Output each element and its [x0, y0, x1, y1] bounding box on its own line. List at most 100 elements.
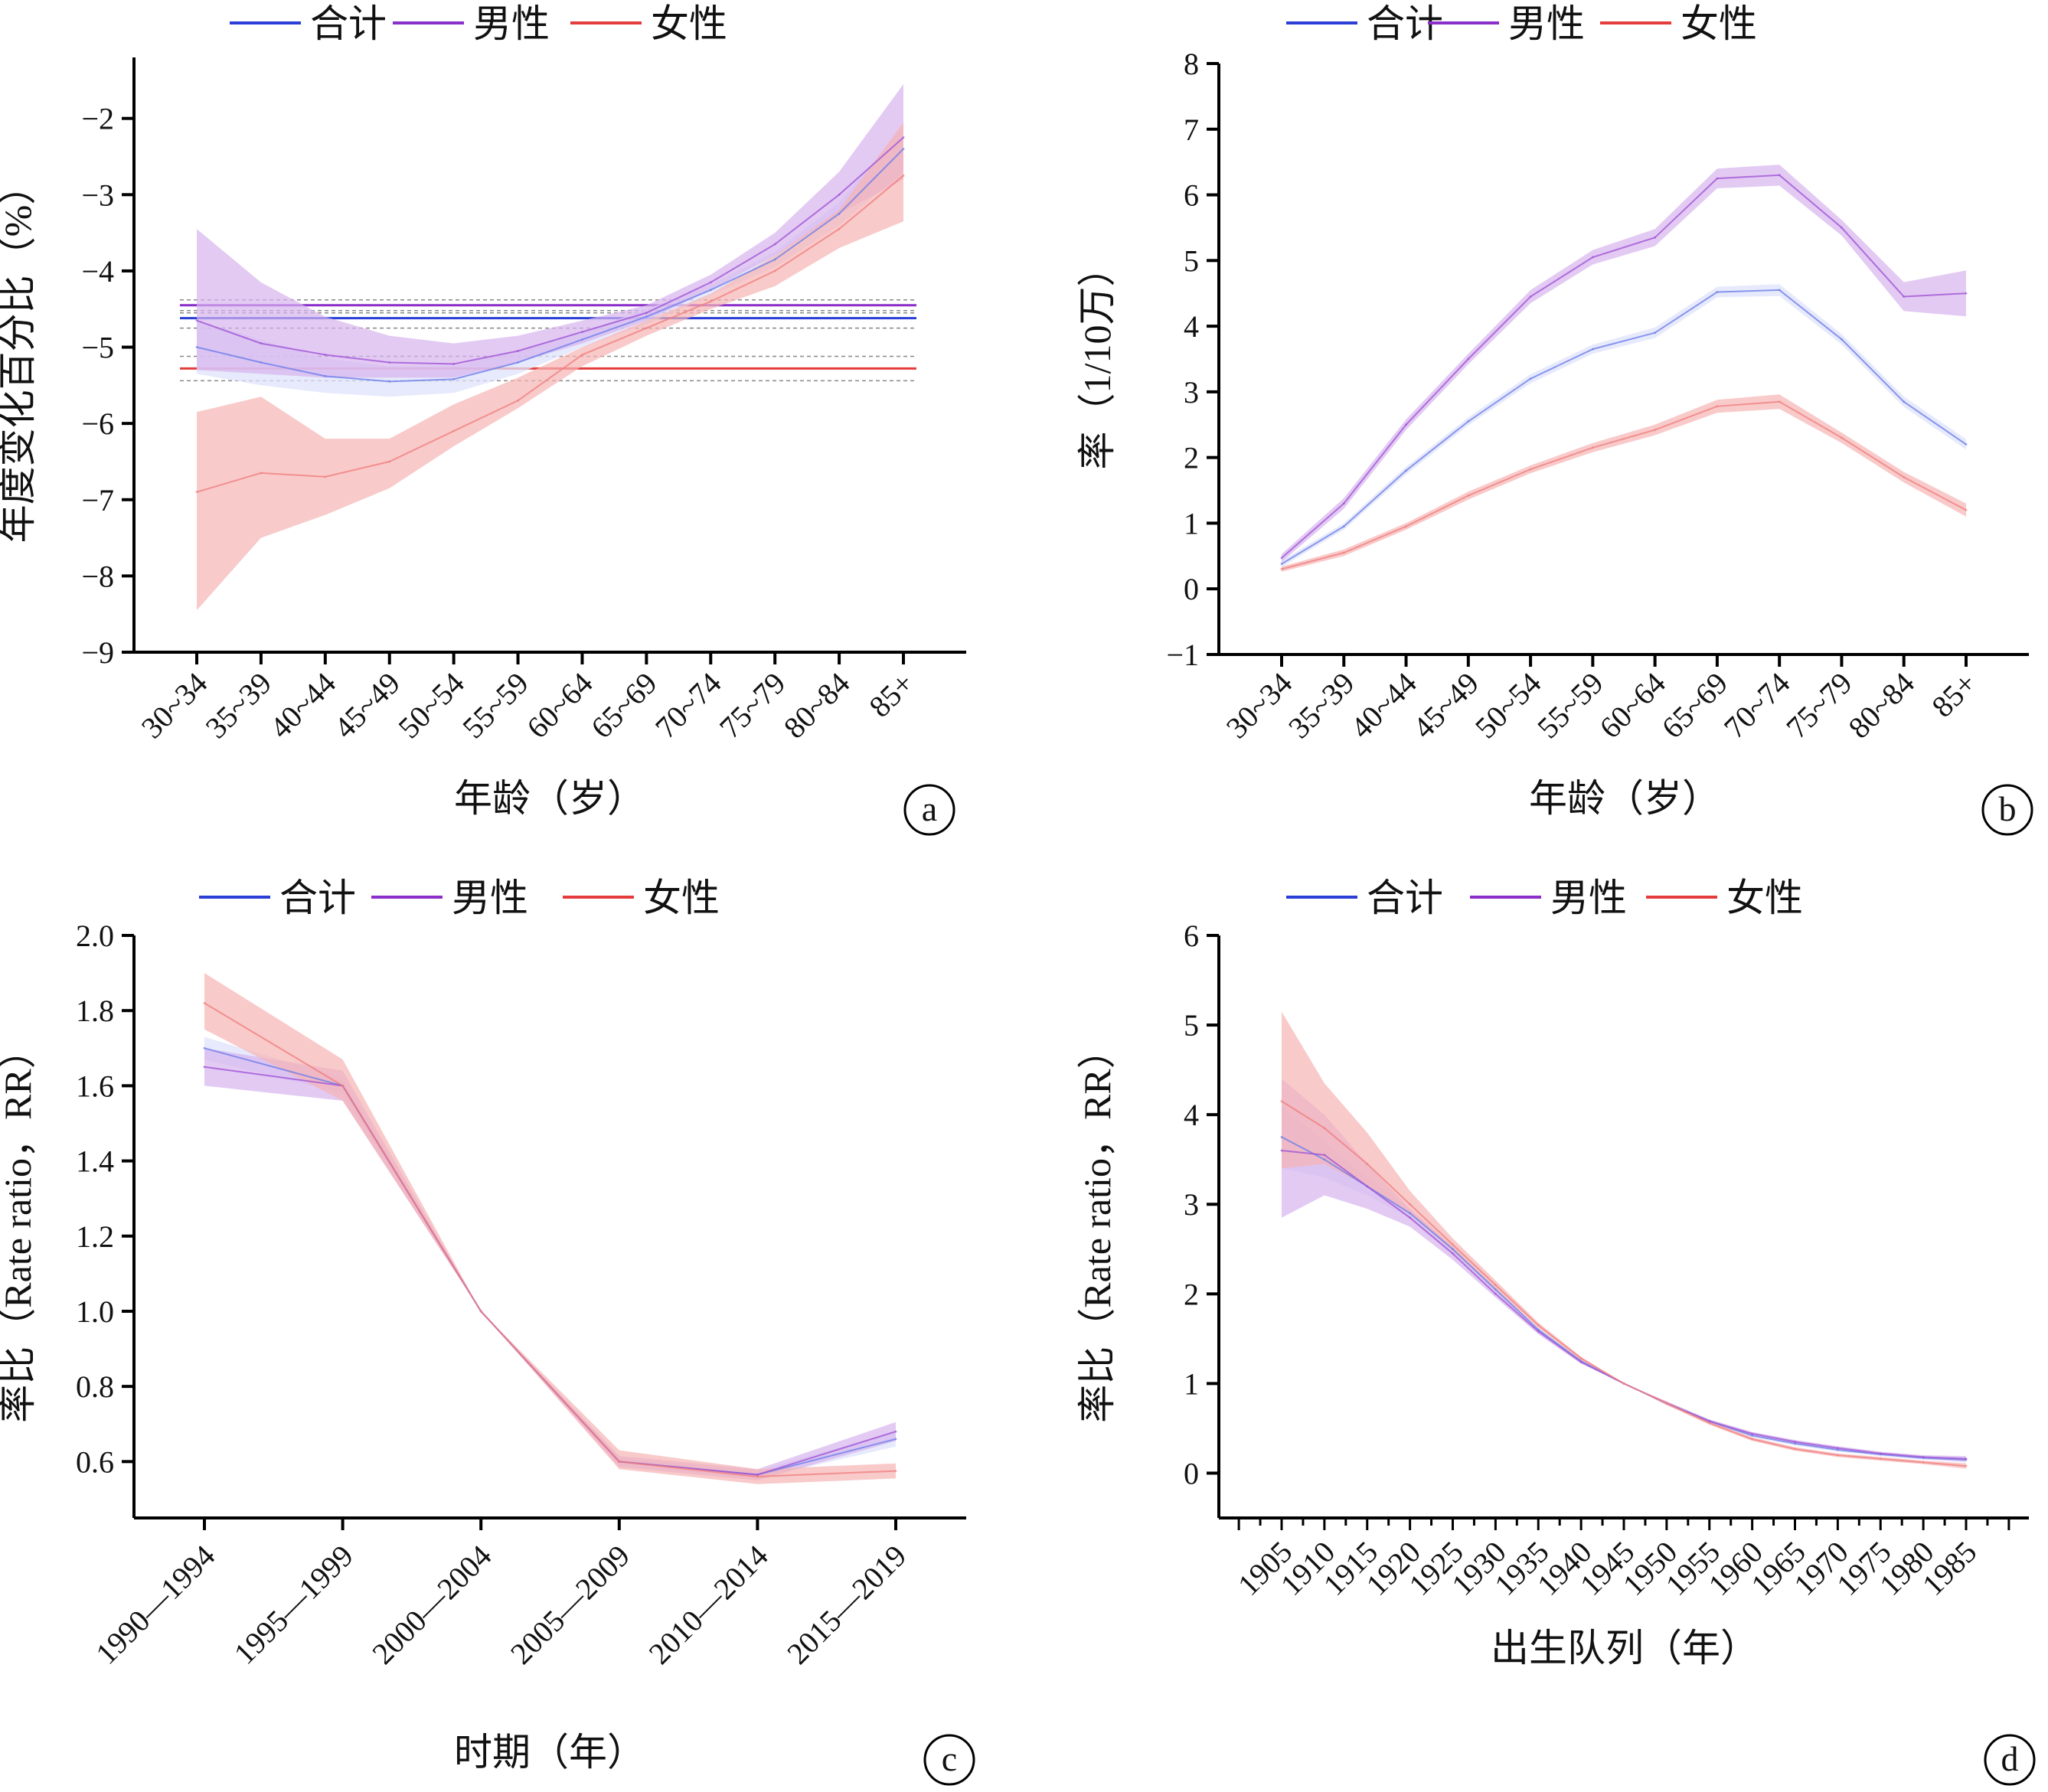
- legend-label-total: 合计: [1367, 876, 1443, 919]
- series-line-total: [196, 148, 904, 383]
- y-tick-label: 1: [1184, 506, 1199, 540]
- panel-badge: [923, 1734, 975, 1786]
- x-tick-label: 2000—2004: [365, 1539, 498, 1671]
- data-point-male: [452, 362, 456, 365]
- data-point-male: [580, 331, 583, 334]
- data-point-female: [1794, 1448, 1796, 1451]
- y-tick-label: 1.8: [76, 994, 114, 1028]
- data-point-female: [452, 429, 456, 432]
- panel-badge-label: d: [2001, 1739, 2019, 1778]
- data-point-total: [645, 315, 648, 318]
- data-point-male: [517, 350, 520, 353]
- data-point-total: [452, 377, 456, 380]
- y-tick-label: 5: [1184, 243, 1199, 278]
- data-point-total: [1494, 1288, 1497, 1291]
- data-point-male: [195, 319, 198, 322]
- data-point-total: [195, 346, 198, 349]
- x-tick-label: 2005—2009: [504, 1539, 636, 1671]
- x-tick-label: 30~34: [1220, 666, 1299, 746]
- y-tick-label: 7: [1184, 113, 1199, 147]
- legend-label-male: 男性: [452, 876, 528, 919]
- x-tick-label: 50~54: [1468, 666, 1548, 746]
- ci-band-male: [1282, 165, 1966, 563]
- data-point-total: [1529, 377, 1532, 380]
- data-point-total: [1836, 1448, 1839, 1451]
- data-point-male: [260, 342, 263, 345]
- data-point-female: [1903, 475, 1906, 478]
- y-tick-label: 1.4: [76, 1144, 114, 1179]
- data-point-male: [709, 281, 712, 284]
- data-point-total: [1405, 469, 1408, 472]
- data-point-female: [1467, 494, 1470, 497]
- data-point-female: [645, 327, 648, 330]
- y-axis-title: 率比（Rate ratio，RR）: [0, 1030, 39, 1422]
- data-point-total: [1778, 289, 1781, 292]
- y-tick-label: −8: [81, 559, 114, 593]
- x-tick-label: 45~49: [327, 666, 407, 746]
- data-point-female: [1751, 1438, 1754, 1441]
- y-tick-label: 2.0: [76, 919, 114, 953]
- data-point-total: [709, 289, 712, 292]
- panel-badge: [1981, 784, 2033, 836]
- y-tick-label: 6: [1184, 178, 1199, 213]
- data-point-male: [1494, 1292, 1497, 1295]
- data-point-female: [1366, 1163, 1369, 1166]
- data-point-total: [1280, 563, 1283, 566]
- legend-label-total: 合计: [279, 876, 356, 919]
- data-point-female: [1591, 446, 1594, 449]
- data-point-female: [1922, 1461, 1925, 1464]
- data-point-female: [1494, 1284, 1497, 1287]
- data-point-male: [1537, 1330, 1540, 1333]
- data-point-total: [517, 361, 520, 364]
- panel-badge: [1984, 1734, 2036, 1786]
- data-point-total: [1751, 1434, 1754, 1437]
- data-point-female: [1778, 400, 1781, 403]
- data-point-female: [756, 1475, 759, 1478]
- data-point-male: [1323, 1154, 1326, 1157]
- x-tick-label: 75~79: [1779, 666, 1859, 746]
- data-point-female: [1708, 1422, 1711, 1425]
- y-tick-label: −5: [81, 331, 114, 365]
- panel-badge-label: b: [1999, 789, 2017, 828]
- data-point-male: [1794, 1440, 1796, 1443]
- y-axis-title: 年度变化百分比（%）: [0, 167, 39, 543]
- data-point-total: [1452, 1248, 1454, 1251]
- data-point-total: [773, 258, 776, 261]
- data-point-total: [1903, 400, 1906, 403]
- panel-b: −1 0 1 2 3 4 5 6 7 8 30~3435~3940~4445~4950~5455~5…: [1076, 2, 2033, 836]
- data-point-female: [1405, 525, 1408, 528]
- data-point-male: [838, 193, 841, 196]
- x-tick-label: 85+: [862, 666, 920, 724]
- ci-band-female: [197, 122, 903, 611]
- ci-band-total: [1282, 284, 1966, 567]
- data-point-male: [1452, 1252, 1454, 1255]
- x-tick-label: 60~64: [1592, 666, 1672, 746]
- series-line-total: [1281, 289, 1967, 565]
- data-point-male: [324, 354, 327, 356]
- data-point-female: [580, 354, 583, 356]
- series-line-male: [204, 1066, 897, 1476]
- data-point-female: [1452, 1243, 1454, 1246]
- y-tick-label: 0.6: [76, 1444, 114, 1479]
- data-point-total: [1323, 1158, 1326, 1161]
- data-point-total: [1591, 348, 1594, 351]
- series-line-male: [196, 136, 904, 365]
- panel-c: 0.6 0.8 1.0 1.2 1.4 1.6 1.8 2.0 1990—1994 1995—19…: [0, 876, 975, 1786]
- data-point-female: [1716, 405, 1719, 408]
- data-point-male: [388, 361, 391, 364]
- legend-label-male: 男性: [1550, 876, 1627, 919]
- x-tick-label: 1990—1994: [89, 1539, 221, 1671]
- data-point-female: [1840, 436, 1843, 439]
- data-point-male: [1965, 1457, 1968, 1461]
- x-tick-label: 40~44: [1344, 666, 1423, 746]
- data-point-male: [1836, 1447, 1839, 1450]
- data-point-female: [1965, 1464, 1968, 1467]
- ci-band-female: [1282, 394, 1966, 572]
- data-point-total: [1280, 1135, 1283, 1138]
- y-tick-label: 1: [1184, 1366, 1199, 1401]
- legend-label-male: 男性: [1508, 2, 1585, 45]
- data-point-male: [756, 1474, 759, 1477]
- x-axis-title: 时期（年）: [454, 1731, 645, 1774]
- data-point-male: [1840, 226, 1843, 229]
